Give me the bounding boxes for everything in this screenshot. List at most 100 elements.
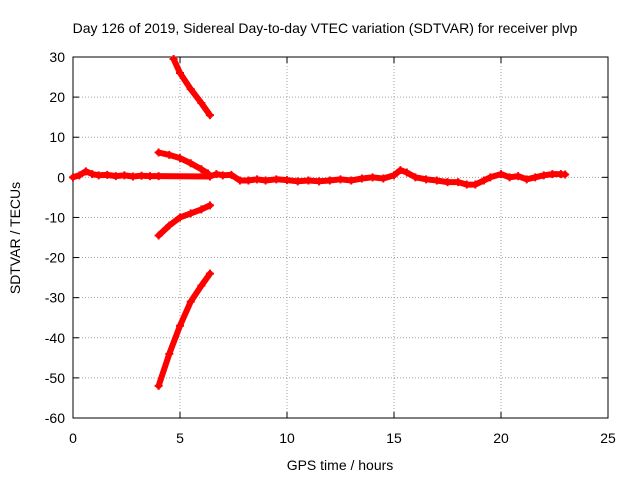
data-point	[325, 176, 334, 185]
data-point	[486, 173, 495, 182]
data-point	[253, 175, 262, 184]
data-point	[531, 173, 540, 182]
y-tick-label: -20	[45, 250, 65, 266]
data-point	[379, 174, 388, 183]
data-point	[205, 269, 214, 278]
series-upper-arc	[169, 55, 214, 120]
data-point	[244, 176, 253, 185]
data-point	[176, 321, 184, 330]
data-point	[336, 175, 345, 184]
series-group	[69, 55, 570, 390]
x-tick-label: 10	[279, 430, 295, 446]
data-point	[203, 169, 212, 178]
y-tick-label: -60	[45, 410, 65, 426]
data-point	[154, 172, 163, 181]
series-line	[70, 167, 569, 188]
data-point	[111, 172, 120, 181]
y-tick-label: 30	[49, 49, 65, 65]
data-point	[454, 178, 463, 187]
data-point	[197, 205, 206, 214]
x-tick-label: 20	[493, 430, 509, 446]
grid	[73, 57, 608, 418]
data-point	[422, 175, 431, 184]
plot-frame	[72, 56, 609, 419]
data-point	[548, 170, 557, 179]
data-point	[522, 175, 531, 184]
data-point	[197, 281, 206, 290]
data-point	[561, 170, 570, 179]
data-point	[205, 111, 214, 120]
data-point	[154, 381, 163, 390]
data-point	[165, 349, 174, 358]
data-point	[88, 170, 97, 179]
y-axis-label: SDTVAR / TECUs	[7, 182, 23, 294]
y-tick-label: 0	[57, 169, 65, 185]
series-near-zero-band	[69, 166, 570, 189]
data-point	[186, 85, 195, 94]
data-point	[146, 172, 155, 181]
data-point	[212, 170, 221, 179]
data-point	[396, 166, 405, 175]
data-point	[176, 69, 184, 78]
data-point	[197, 99, 206, 108]
series-line	[155, 270, 213, 389]
data-point	[505, 173, 514, 182]
data-point	[471, 180, 480, 189]
data-point	[103, 170, 112, 179]
data-point	[81, 167, 90, 176]
data-point	[347, 176, 356, 185]
data-point	[293, 177, 302, 186]
data-point	[165, 221, 174, 230]
data-point	[169, 55, 178, 64]
y-tick-label: 20	[49, 89, 65, 105]
series-line	[170, 56, 213, 119]
data-point	[283, 176, 291, 185]
data-point	[197, 165, 206, 174]
data-point	[390, 171, 398, 180]
data-point	[120, 171, 129, 180]
data-point	[176, 154, 184, 163]
y-tick-label: -50	[45, 370, 65, 386]
y-tick-label: 10	[49, 129, 65, 145]
x-tick-label: 25	[600, 430, 616, 446]
data-point	[75, 171, 84, 180]
data-point	[479, 176, 488, 185]
data-point	[69, 173, 77, 182]
series-upper-middle-arc	[154, 148, 212, 178]
data-point	[443, 178, 452, 187]
data-point	[261, 176, 270, 185]
y-tick-label: -30	[45, 290, 65, 306]
y-tick-label: -10	[45, 209, 65, 225]
data-point	[176, 213, 184, 222]
chart-title: Day 126 of 2019, Sidereal Day-to-day VTE…	[73, 20, 578, 36]
series-lower-arc	[154, 269, 214, 390]
y-tick-label: -40	[45, 330, 65, 346]
data-point	[315, 177, 324, 186]
data-point	[432, 176, 441, 185]
data-point	[304, 176, 313, 185]
x-tick-label: 5	[176, 430, 184, 446]
x-tick-label: 0	[69, 430, 77, 446]
data-point	[205, 201, 214, 210]
data-point	[154, 231, 163, 240]
data-point	[186, 209, 195, 218]
ticks: 0 5 10 15 20 25 -60 -50 -40 -30 -20 -10 0 10 20 30	[45, 49, 616, 446]
data-point	[186, 159, 195, 168]
data-point	[128, 172, 137, 181]
data-point	[235, 176, 244, 185]
series-lower-middle-arc	[154, 201, 214, 240]
data-point	[137, 171, 146, 180]
data-point	[94, 171, 103, 180]
data-point	[411, 173, 420, 182]
data-point	[272, 175, 281, 184]
data-point	[165, 150, 174, 159]
data-point	[539, 171, 548, 180]
data-point	[227, 170, 236, 179]
x-axis-label: GPS time / hours	[287, 457, 394, 473]
data-point	[514, 172, 523, 181]
data-point	[462, 180, 471, 189]
data-point	[368, 173, 377, 182]
data-point	[186, 297, 195, 306]
x-tick-label: 15	[386, 430, 402, 446]
